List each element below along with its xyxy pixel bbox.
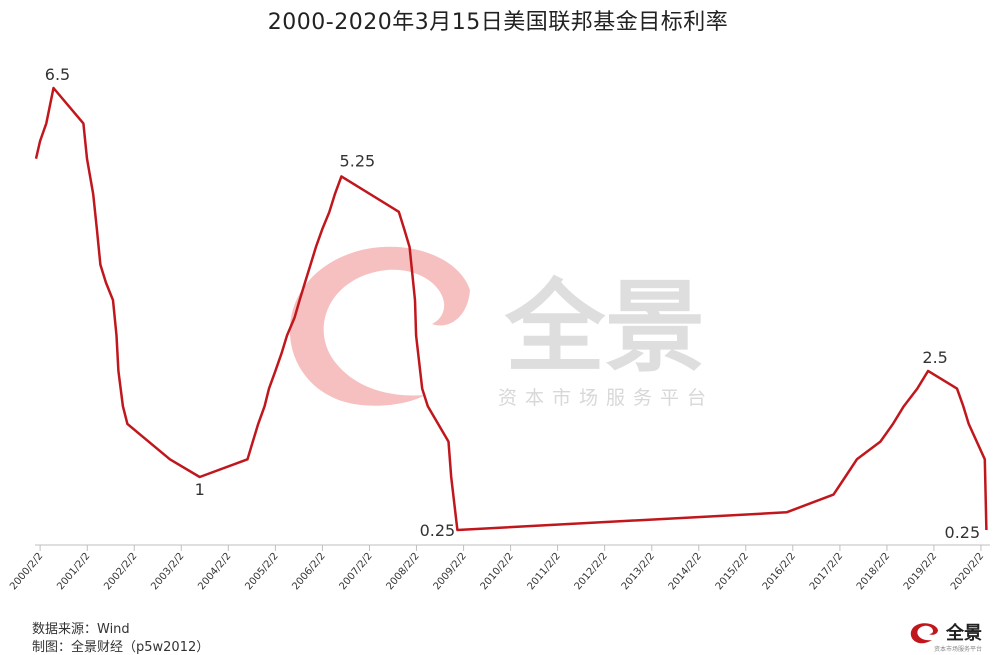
x-axis-ticks: 2000/2/2 2001/2/2 2002/2/2 2003/2/2 2004/2/2… <box>8 545 986 592</box>
x-tick-label: 2002/2/2 <box>102 551 139 592</box>
data-label: 1 <box>195 480 205 499</box>
x-tick-label: 2000/2/2 <box>8 551 45 592</box>
brand-subtitle: 资本市场服务平台 <box>933 646 982 653</box>
x-tick-label: 2017/2/2 <box>808 551 845 592</box>
x-tick-label: 2016/2/2 <box>761 551 798 592</box>
data-label: 2.5 <box>922 348 947 367</box>
watermark-text: 全景 <box>504 269 705 386</box>
x-tick-label: 2005/2/2 <box>243 551 280 592</box>
x-tick-label: 2009/2/2 <box>432 551 469 592</box>
x-tick-label: 2004/2/2 <box>196 551 233 592</box>
brand-swirl-icon <box>910 623 938 644</box>
watermark-subtitle: 资本市场服务平台 <box>498 387 714 409</box>
x-tick-label: 2006/2/2 <box>290 551 327 592</box>
x-tick-label: 2008/2/2 <box>384 551 421 592</box>
x-tick-label: 2001/2/2 <box>55 551 92 592</box>
x-tick-label: 2018/2/2 <box>855 551 892 592</box>
data-label: 6.5 <box>45 65 70 84</box>
x-tick-label: 2019/2/2 <box>902 551 939 592</box>
data-label: 5.25 <box>340 151 376 170</box>
source-note: 数据来源：Wind <box>32 622 130 637</box>
x-tick-label: 2013/2/2 <box>620 551 657 592</box>
chart-title: 2000-2020年3月15日美国联邦基金目标利率 <box>267 10 729 35</box>
annotations-group: 6.5 1 5.25 0.25 2.5 0.25 <box>45 65 980 542</box>
x-tick-label: 2003/2/2 <box>149 551 186 592</box>
series-group <box>34 86 988 532</box>
credit-note: 制图：全景财经（p5w2012） <box>32 640 210 655</box>
x-tick-label: 2015/2/2 <box>714 551 751 592</box>
data-label: 0.25 <box>945 523 981 542</box>
rate-line <box>34 86 988 532</box>
x-tick-label: 2012/2/2 <box>573 551 610 592</box>
x-tick-label: 2010/2/2 <box>479 551 516 592</box>
brand-logo: 全景 <box>908 619 982 645</box>
x-tick-label: 2014/2/2 <box>667 551 704 592</box>
x-tick-label: 2011/2/2 <box>526 551 563 592</box>
x-tick-label: 2020/2/2 <box>949 551 986 592</box>
brand-name: 全景 <box>946 623 982 644</box>
watermark-logo: 全景 资本市场服务平台 <box>289 246 714 409</box>
watermark-swirl-icon <box>289 246 470 406</box>
x-tick-label: 2007/2/2 <box>337 551 374 592</box>
data-label: 0.25 <box>420 521 456 540</box>
